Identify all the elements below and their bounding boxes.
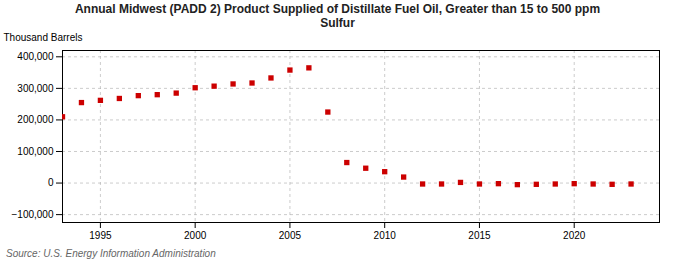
svg-text:0: 0 [48, 177, 54, 188]
svg-text:2020: 2020 [563, 230, 586, 241]
svg-text:2015: 2015 [468, 230, 491, 241]
svg-text:200,000: 200,000 [17, 114, 54, 125]
svg-text:400,000: 400,000 [17, 51, 54, 62]
svg-text:2010: 2010 [374, 230, 397, 241]
svg-text:−100,000: −100,000 [12, 209, 54, 220]
html-text:Source: U.S. Energy Informatio: Source: U.S. Energy Information Administ… [6, 248, 216, 259]
html-text:Annual Midwest (PADD 2) Produc: Annual Midwest (PADD 2) Product Supplied… [74, 2, 601, 30]
svg-text:300,000: 300,000 [17, 83, 54, 94]
svg-text:2000: 2000 [184, 230, 207, 241]
svg-text:100,000: 100,000 [17, 146, 54, 157]
svg-text:2005: 2005 [279, 230, 302, 241]
svg-text:Thousand Barrels: Thousand Barrels [4, 32, 83, 43]
svg-text:1995: 1995 [89, 230, 112, 241]
